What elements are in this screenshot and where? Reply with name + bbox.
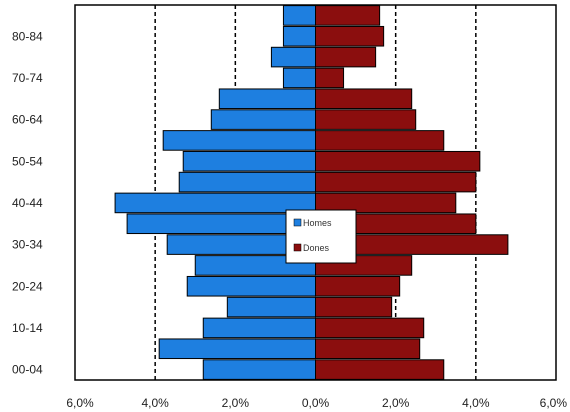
y-tick-label: 80-84 (12, 29, 43, 43)
y-tick-label: 30-34 (12, 238, 43, 252)
x-tick-label: 0,0% (302, 396, 330, 410)
legend-swatch-dones (293, 243, 302, 252)
y-tick-label: 00-04 (12, 363, 43, 377)
bar-dones-20-24 (315, 275, 401, 297)
bar-homes-40-44 (114, 192, 317, 214)
x-tick-label: 2,0% (222, 396, 250, 410)
bar-dones-40-44 (315, 192, 457, 214)
bar-dones-75-79 (315, 46, 377, 68)
bar-homes-55-59 (162, 130, 316, 151)
bars (114, 5, 509, 380)
x-tick-label: 6,0% (540, 396, 568, 410)
y-axis-tick-labels: 00-04 10-14 20-24 30-34 40-44 50-54 60-64 70-74… (12, 29, 43, 376)
bar-dones-15-19 (315, 296, 393, 318)
x-tick-label: 4,0% (462, 396, 490, 410)
bar-homes-80-84 (282, 25, 316, 47)
bar-dones-05-09 (315, 338, 421, 360)
x-tick-label: 4,0% (141, 396, 169, 410)
bar-homes-75-79 (270, 46, 316, 68)
bar-dones-80-84 (315, 25, 385, 47)
bar-homes-20-24 (186, 275, 316, 297)
y-tick-label: 10-14 (12, 321, 43, 335)
legend-label-homes: Homes (303, 218, 332, 228)
x-tick-label: 6,0% (66, 396, 94, 410)
legend-swatch-homes (293, 218, 302, 227)
plot-frame (74, 4, 557, 381)
y-tick-label: 40-44 (12, 196, 43, 210)
bar-dones-45-49 (315, 171, 477, 193)
legend: Homes Dones (285, 209, 357, 264)
y-tick-label: 50-54 (12, 154, 43, 168)
x-axis-tick-labels: 6,0% 4,0% 2,0% 0,0% 2,0% 4,0% 6,0% (66, 396, 567, 410)
x-tick-label: 2,0% (382, 396, 410, 410)
bar-dones-65-69 (315, 88, 413, 110)
bar-homes-45-49 (178, 171, 316, 193)
bar-dones-60-64 (315, 109, 417, 130)
bar-dones-10-14 (315, 317, 425, 339)
bar-homes-85+ (282, 5, 316, 26)
bar-dones-55-59 (315, 130, 445, 151)
bar-homes-65-69 (218, 88, 316, 110)
bar-homes-05-09 (158, 338, 316, 360)
bar-dones-70-74 (315, 67, 345, 89)
bar-dones-50-54 (315, 150, 481, 172)
bar-homes-00-04 (202, 359, 316, 380)
bar-homes-15-19 (226, 296, 316, 318)
plot-area (75, 5, 556, 380)
bar-homes-50-54 (182, 150, 316, 172)
bar-homes-60-64 (210, 109, 317, 130)
bar-homes-70-74 (282, 67, 316, 89)
y-tick-label: 60-64 (12, 113, 43, 127)
bar-dones-85+ (315, 5, 381, 26)
y-tick-label: 20-24 (12, 279, 43, 293)
y-tick-label: 70-74 (12, 71, 43, 85)
legend-label-dones: Dones (303, 243, 330, 253)
bar-dones-00-04 (315, 359, 445, 380)
bar-homes-10-14 (202, 317, 316, 339)
